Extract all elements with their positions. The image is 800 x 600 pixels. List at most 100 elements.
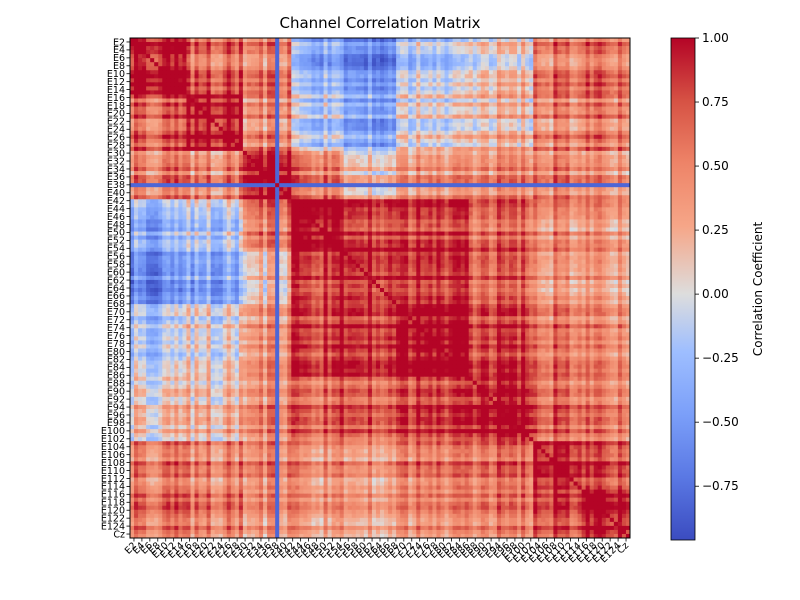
heatmap-cell [625,94,631,99]
heatmap-cell [573,158,579,164]
heatmap-cell [496,90,502,95]
heatmap-cell [593,86,599,91]
heatmap-cell [218,98,224,103]
heatmap-cell [432,126,437,132]
heatmap-cell [363,195,369,200]
heatmap-cell [315,142,320,148]
heatmap-cell [214,171,220,176]
heatmap-cell [158,74,163,79]
heatmap-cell [541,62,546,67]
heatmap-cell [432,62,437,67]
heatmap-cell [234,78,240,83]
heatmap-cell [432,58,437,63]
heatmap-cell [182,150,187,156]
heatmap-cell [331,158,337,164]
heatmap-cell [416,102,421,107]
heatmap-cell [581,154,587,160]
heatmap-cell [134,74,139,79]
heatmap-cell [412,134,417,140]
heatmap-cell [259,167,264,172]
heatmap-cell [230,146,236,152]
heatmap-cell [182,62,187,67]
heatmap-cell [521,86,526,91]
heatmap-cell [355,154,361,160]
heatmap-cell [448,175,454,180]
heatmap-cell [440,171,445,176]
heatmap-cell [384,94,389,99]
heatmap-cell [158,118,163,124]
heatmap-cell [581,98,587,103]
heatmap-cell [625,175,631,180]
heatmap-cell [303,42,308,47]
heatmap-cell [416,94,421,99]
heatmap-cell [388,158,393,164]
heatmap-cell [500,122,506,128]
heatmap-cell [250,114,256,120]
heatmap-cell [363,138,369,144]
heatmap-cell [492,130,498,136]
heatmap-cell [150,94,155,99]
heatmap-cell [533,70,538,75]
heatmap-cell [617,54,623,59]
heatmap-cell [625,130,631,136]
heatmap-cell [327,122,333,128]
heatmap-cell [529,114,534,120]
heatmap-cell [460,150,466,156]
heatmap-cell [178,46,183,51]
heatmap-cell [436,46,441,51]
heatmap-cell [283,179,288,184]
heatmap-cell [170,191,175,196]
heatmap-cell [468,46,474,51]
heatmap-cell [541,86,546,91]
heatmap-cell [577,122,583,128]
heatmap-cell [339,134,345,140]
heatmap-cell [521,183,526,188]
heatmap-cell [327,98,333,103]
heatmap-cell [323,98,329,103]
heatmap-cell [601,146,607,152]
heatmap-cell [432,195,437,200]
heatmap-cell [279,130,284,136]
heatmap-cell [513,94,518,99]
heatmap-cell [138,138,143,144]
heatmap-cell [412,130,417,136]
heatmap-cell [259,142,264,148]
heatmap-cell [388,86,393,91]
heatmap-cell [476,134,482,140]
heatmap-cell [138,154,143,160]
heatmap-cell [440,138,445,144]
heatmap-cell [553,179,558,184]
heatmap-cell [472,142,478,148]
heatmap-cell [605,158,611,164]
heatmap-cell [561,171,566,176]
heatmap-cell [597,86,603,91]
heatmap-cell [609,138,615,144]
heatmap-cell [468,142,474,148]
heatmap-cell [392,183,397,188]
heatmap-cell [404,171,409,176]
heatmap-cell [404,118,409,124]
heatmap-cell [307,167,312,172]
heatmap-cell [283,82,288,87]
heatmap-cell [440,158,445,164]
heatmap-cell [396,163,401,168]
heatmap-cell [613,134,619,140]
heatmap-cell [617,171,623,176]
heatmap-cell [380,102,385,107]
heatmap-cell [521,58,526,63]
heatmap-cell [202,102,208,107]
heatmap-cell [315,167,320,172]
heatmap-cell [355,195,361,200]
heatmap-cell [170,138,175,144]
heatmap-cell [230,138,236,144]
heatmap-cell [513,146,518,152]
heatmap-cell [267,46,272,51]
heatmap-cell [279,122,284,128]
heatmap-cell [150,90,155,95]
heatmap-cell [569,98,574,103]
heatmap-cell [283,171,288,176]
heatmap-cell [166,118,171,124]
heatmap-cell [238,50,244,55]
heatmap-cell [291,94,296,99]
heatmap-cell [218,62,224,67]
